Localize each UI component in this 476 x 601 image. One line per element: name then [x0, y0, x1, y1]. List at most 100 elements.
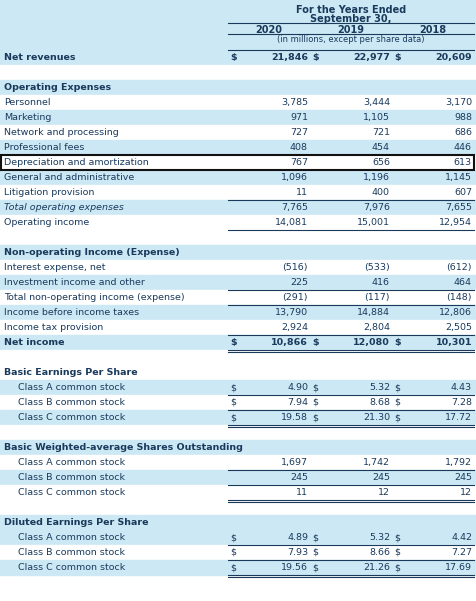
- Text: 454: 454: [372, 143, 390, 152]
- Text: 13,790: 13,790: [275, 308, 308, 317]
- Bar: [0, 365, 476, 380]
- Text: Class C common stock: Class C common stock: [18, 413, 125, 422]
- Text: 21.26: 21.26: [363, 563, 390, 572]
- Bar: [0, 80, 476, 95]
- Text: Personnel: Personnel: [4, 98, 50, 107]
- Text: 607: 607: [454, 188, 472, 197]
- Bar: [0, 200, 476, 215]
- Text: 2020: 2020: [256, 25, 282, 35]
- Bar: [0, 140, 476, 155]
- Text: Net income: Net income: [4, 338, 65, 347]
- Text: 17.72: 17.72: [445, 413, 472, 422]
- Bar: [0, 245, 476, 260]
- Text: 721: 721: [372, 128, 390, 137]
- Bar: [0, 530, 476, 545]
- Text: 14,081: 14,081: [275, 218, 308, 227]
- Bar: [0, 155, 476, 170]
- Text: (291): (291): [282, 293, 308, 302]
- Text: 3,444: 3,444: [363, 98, 390, 107]
- Text: $: $: [312, 338, 318, 347]
- Text: $: $: [312, 398, 318, 407]
- Text: 4.90: 4.90: [287, 383, 308, 392]
- Text: 2,924: 2,924: [281, 323, 308, 332]
- Text: Class A common stock: Class A common stock: [18, 458, 125, 467]
- Text: (612): (612): [446, 263, 472, 272]
- Text: 21,846: 21,846: [271, 53, 308, 62]
- Text: $: $: [230, 383, 236, 392]
- Bar: [0, 545, 476, 560]
- Bar: [0, 485, 476, 500]
- Bar: [0, 170, 476, 185]
- Text: $: $: [312, 533, 318, 542]
- Text: Depreciation and amortization: Depreciation and amortization: [4, 158, 149, 167]
- Text: (516): (516): [282, 263, 308, 272]
- Text: 10,301: 10,301: [436, 338, 472, 347]
- Text: 446: 446: [454, 143, 472, 152]
- Text: 12,954: 12,954: [439, 218, 472, 227]
- Text: Marketing: Marketing: [4, 113, 51, 122]
- Text: (148): (148): [446, 293, 472, 302]
- Text: $: $: [312, 53, 318, 62]
- Text: Income before income taxes: Income before income taxes: [4, 308, 139, 317]
- Text: 1,105: 1,105: [363, 113, 390, 122]
- Text: For the Years Ended: For the Years Ended: [296, 5, 406, 15]
- Text: 20,609: 20,609: [436, 53, 472, 62]
- Text: 12: 12: [460, 488, 472, 497]
- Text: 416: 416: [372, 278, 390, 287]
- Text: 4.42: 4.42: [451, 533, 472, 542]
- Text: $: $: [312, 563, 318, 572]
- Text: Class A common stock: Class A common stock: [18, 533, 125, 542]
- Text: 1,792: 1,792: [445, 458, 472, 467]
- Text: 4.89: 4.89: [287, 533, 308, 542]
- Text: 19.58: 19.58: [281, 413, 308, 422]
- Bar: [0, 260, 476, 275]
- Bar: [0, 500, 476, 515]
- Text: $: $: [230, 338, 237, 347]
- Text: 8.68: 8.68: [369, 398, 390, 407]
- Bar: [0, 305, 476, 320]
- Text: $: $: [230, 533, 236, 542]
- Bar: [0, 380, 476, 395]
- Text: 3,785: 3,785: [281, 98, 308, 107]
- Text: Class B common stock: Class B common stock: [18, 398, 125, 407]
- Text: Class C common stock: Class C common stock: [18, 563, 125, 572]
- Text: 613: 613: [454, 158, 472, 167]
- Text: (in millions, except per share data): (in millions, except per share data): [277, 35, 425, 44]
- Text: $: $: [230, 398, 236, 407]
- Text: 2019: 2019: [337, 25, 365, 35]
- Text: $: $: [394, 413, 400, 422]
- Text: Basic Weighted-average Shares Outstanding: Basic Weighted-average Shares Outstandin…: [4, 443, 243, 452]
- Text: 7.94: 7.94: [287, 398, 308, 407]
- Text: 971: 971: [290, 113, 308, 122]
- Bar: [0, 350, 476, 365]
- Text: $: $: [394, 383, 400, 392]
- Text: 22,977: 22,977: [353, 53, 390, 62]
- Text: 245: 245: [290, 473, 308, 482]
- Text: $: $: [394, 338, 401, 347]
- Bar: [0, 440, 476, 455]
- Text: 7.28: 7.28: [451, 398, 472, 407]
- Text: $: $: [312, 548, 318, 557]
- Text: 2018: 2018: [419, 25, 446, 35]
- Text: $: $: [394, 548, 400, 557]
- Text: Income tax provision: Income tax provision: [4, 323, 103, 332]
- Text: 5.32: 5.32: [369, 533, 390, 542]
- Text: $: $: [230, 53, 237, 62]
- Text: 11: 11: [296, 188, 308, 197]
- Bar: [0, 320, 476, 335]
- Text: 1,145: 1,145: [445, 173, 472, 182]
- Text: Class B common stock: Class B common stock: [18, 548, 125, 557]
- Text: Diluted Earnings Per Share: Diluted Earnings Per Share: [4, 518, 149, 527]
- Text: 1,697: 1,697: [281, 458, 308, 467]
- Text: 2,505: 2,505: [445, 323, 472, 332]
- Bar: [0, 65, 476, 80]
- Text: 7.27: 7.27: [451, 548, 472, 557]
- Text: 727: 727: [290, 128, 308, 137]
- Text: Class B common stock: Class B common stock: [18, 473, 125, 482]
- Text: 1,096: 1,096: [281, 173, 308, 182]
- Text: $: $: [394, 53, 401, 62]
- Text: 5.32: 5.32: [369, 383, 390, 392]
- Text: 2,804: 2,804: [363, 323, 390, 332]
- Bar: [1, 155, 474, 169]
- Text: Class C common stock: Class C common stock: [18, 488, 125, 497]
